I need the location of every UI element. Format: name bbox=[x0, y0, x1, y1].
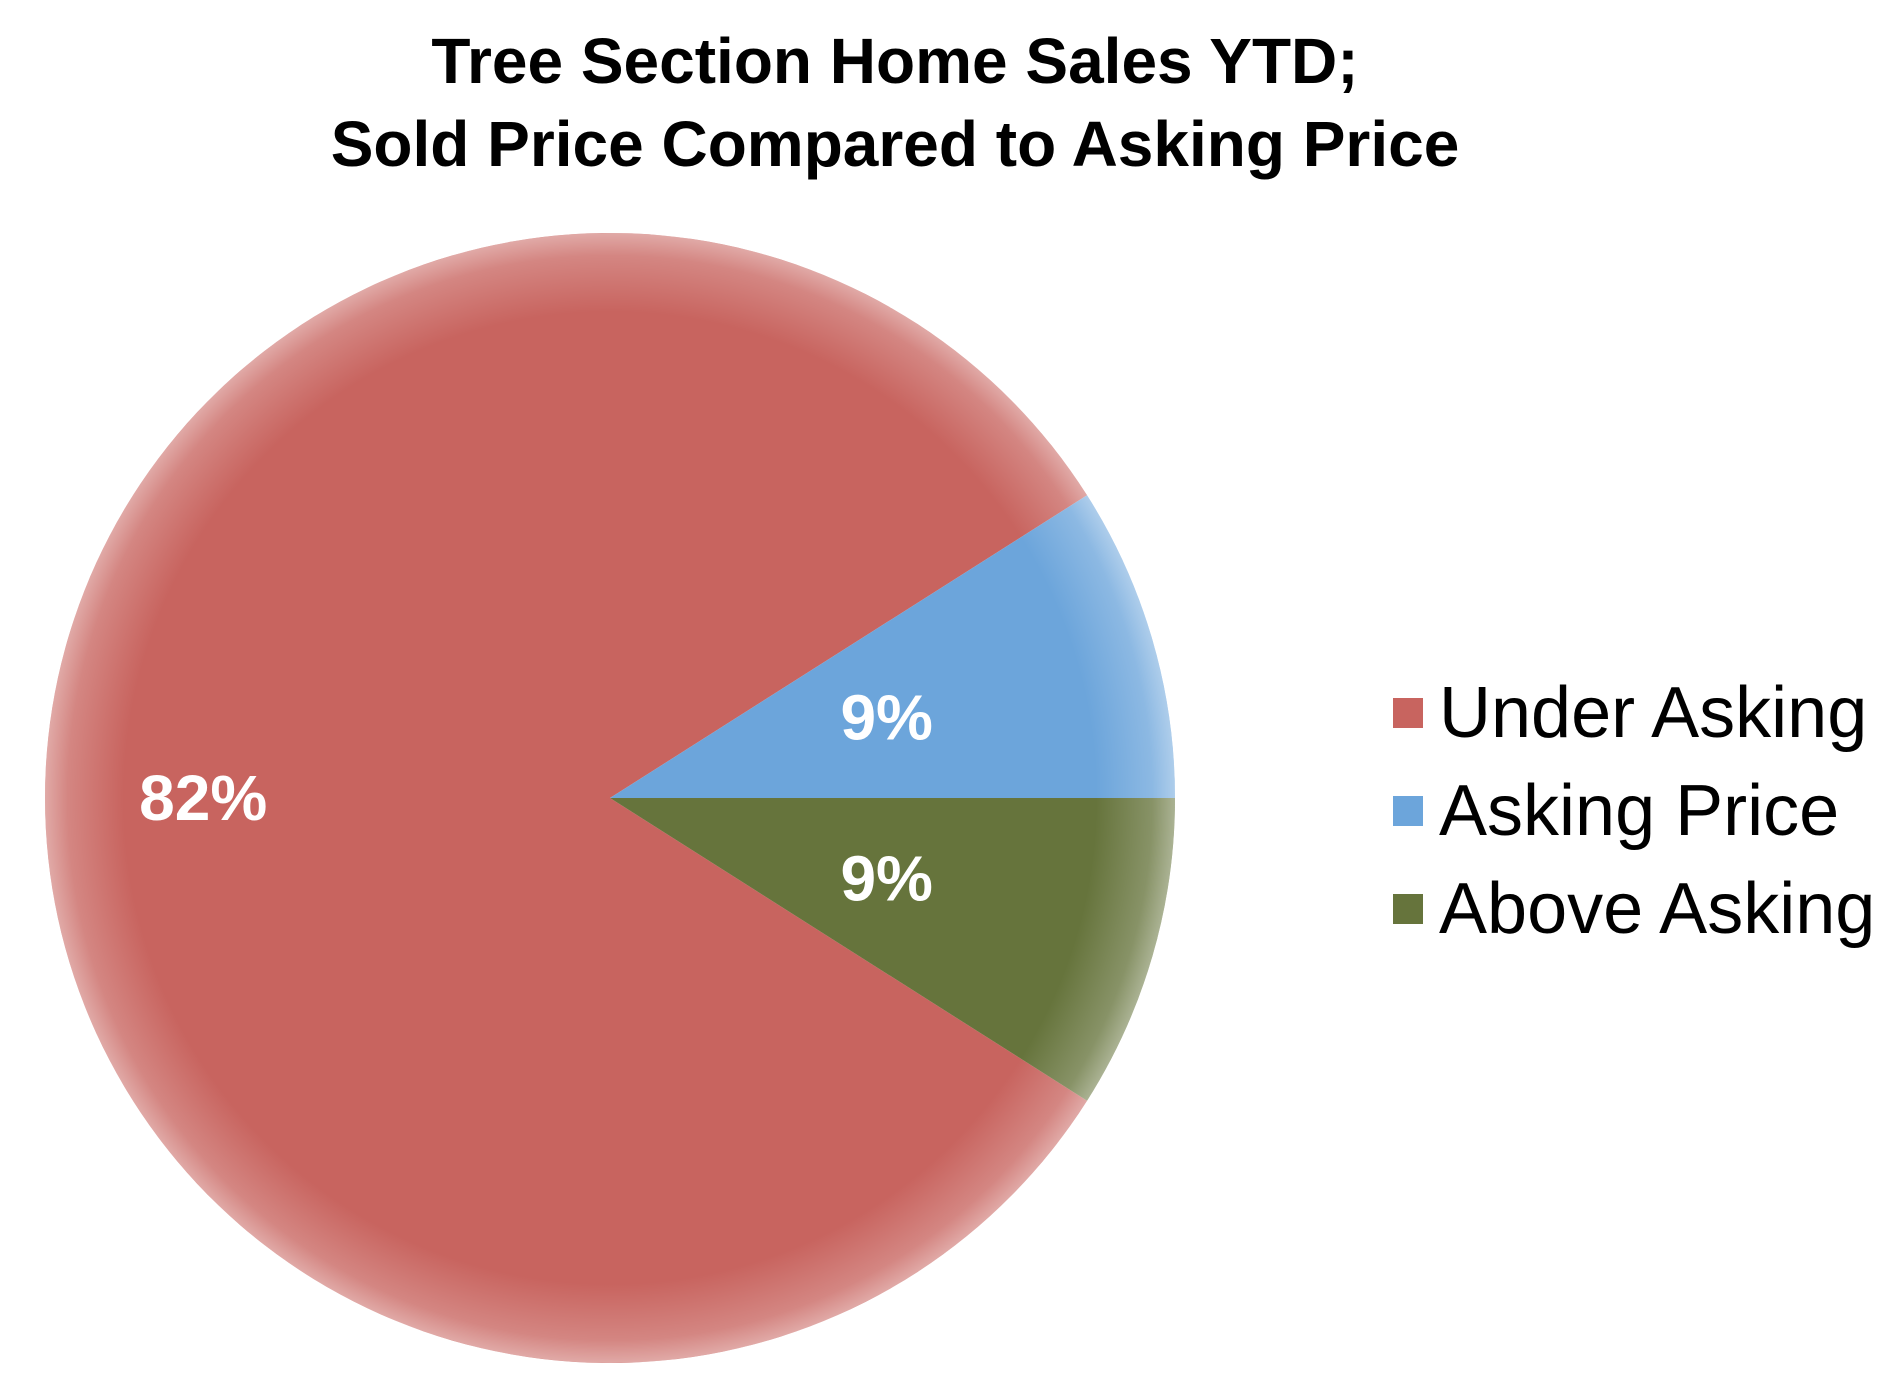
legend-label-under-asking: Under Asking bbox=[1439, 673, 1868, 753]
data-label-asking-price: 9% bbox=[840, 682, 933, 754]
chart-title: Tree Section Home Sales YTD; Sold Price … bbox=[0, 20, 1790, 186]
legend-swatch-under-asking bbox=[1393, 698, 1423, 728]
data-label-under-asking: 82% bbox=[139, 762, 267, 834]
legend-item-asking-price: Asking Price bbox=[1393, 762, 1875, 860]
legend-label-above-asking: Above Asking bbox=[1439, 869, 1876, 949]
chart-title-line-1: Tree Section Home Sales YTD; bbox=[431, 25, 1359, 97]
legend-swatch-asking-price bbox=[1393, 796, 1423, 826]
legend-swatch-above-asking bbox=[1393, 894, 1423, 924]
pie-rim-shading bbox=[45, 233, 1175, 1363]
chart-legend: Under Asking Asking Price Above Asking bbox=[1393, 664, 1875, 958]
legend-label-asking-price: Asking Price bbox=[1439, 771, 1840, 851]
legend-item-under-asking: Under Asking bbox=[1393, 664, 1875, 762]
data-label-above-asking: 9% bbox=[840, 842, 933, 914]
legend-item-above-asking: Above Asking bbox=[1393, 860, 1875, 958]
chart-title-line-2: Sold Price Compared to Asking Price bbox=[330, 108, 1460, 180]
